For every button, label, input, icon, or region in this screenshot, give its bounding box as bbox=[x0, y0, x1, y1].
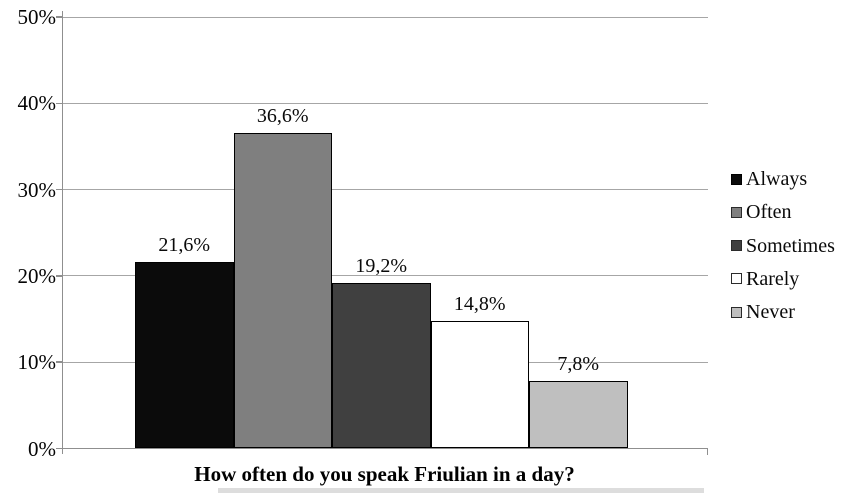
legend-label: Rarely bbox=[746, 267, 800, 290]
legend-swatch-icon bbox=[731, 206, 742, 218]
y-axis-tick bbox=[55, 188, 62, 191]
x-axis-end-tick bbox=[706, 448, 708, 455]
bar-sometimes bbox=[332, 282, 431, 449]
gridline-40% bbox=[62, 102, 708, 104]
gridline-30% bbox=[62, 189, 708, 191]
legend-item-rarely: Rarely bbox=[731, 266, 799, 292]
y-axis-tick-label: 10% bbox=[17, 350, 57, 375]
legend-label: Often bbox=[746, 201, 792, 224]
legend-label: Always bbox=[746, 168, 808, 190]
y-axis-tick bbox=[55, 361, 62, 363]
value-label-rarely: 14,8% bbox=[453, 292, 506, 315]
legend-item-never: Never bbox=[731, 299, 795, 325]
y-axis-line bbox=[61, 11, 63, 454]
value-label-sometimes: 19,2% bbox=[355, 254, 408, 277]
y-axis-tick-label: 0% bbox=[28, 436, 56, 461]
y-axis-tick-label: 20% bbox=[17, 263, 57, 288]
y-axis-tick-label: 50% bbox=[17, 5, 57, 29]
bar-never bbox=[529, 381, 628, 449]
legend-item-always: Always bbox=[731, 166, 807, 192]
legend-swatch-icon bbox=[731, 273, 742, 285]
chart-title: How often do you speak Friulian in a day… bbox=[194, 462, 575, 486]
legend-item-sometimes: Sometimes bbox=[731, 233, 835, 259]
legend-item-often: Often bbox=[731, 199, 792, 225]
y-axis-tick bbox=[55, 447, 62, 450]
gridline-50% bbox=[62, 16, 708, 18]
y-axis-tick bbox=[55, 275, 62, 277]
y-axis-tick bbox=[55, 16, 62, 18]
y-axis-tick-label: 40% bbox=[17, 91, 57, 116]
y-axis-tick-label: 30% bbox=[17, 177, 57, 202]
gridline-20% bbox=[62, 275, 708, 277]
bar-rarely bbox=[430, 320, 529, 449]
bar-often bbox=[233, 132, 332, 449]
x-axis-line bbox=[61, 447, 708, 450]
value-label-never: 7,8% bbox=[557, 353, 600, 376]
bottom-artifact-strip bbox=[218, 488, 704, 493]
legend-label: Sometimes bbox=[746, 234, 835, 257]
bar-always bbox=[135, 262, 234, 449]
legend-label: Never bbox=[746, 301, 795, 324]
legend-swatch-icon bbox=[731, 240, 742, 252]
legend-swatch-icon bbox=[731, 306, 742, 318]
legend-swatch-icon bbox=[731, 173, 742, 185]
y-axis-tick bbox=[55, 102, 62, 105]
value-label-often: 36,6% bbox=[256, 104, 309, 127]
value-label-always: 21,6% bbox=[158, 234, 211, 257]
